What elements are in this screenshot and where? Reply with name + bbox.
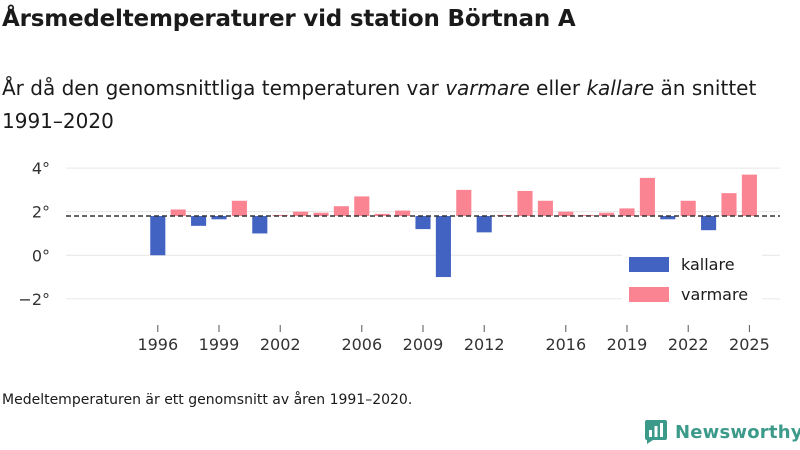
x-tick-label: 2012 (464, 335, 505, 354)
x-tick-label: 2002 (260, 335, 301, 354)
chart-title: Årsmedeltemperaturer vid station Börtnan… (2, 6, 576, 32)
x-tick-label: 2022 (668, 335, 709, 354)
x-tick-label: 1996 (137, 335, 178, 354)
bar-2015 (537, 200, 553, 217)
subtitle-part-3: än snittet 1991–2020 (2, 76, 757, 133)
legend-label-varmare: varmare (681, 285, 748, 304)
bar-2006 (354, 196, 370, 217)
y-tick-label: 2° (32, 203, 50, 222)
bar-2019 (619, 208, 635, 217)
x-tick-label: 1999 (199, 335, 240, 354)
x-tick-label: 2016 (545, 335, 586, 354)
x-tick-label: 2006 (341, 335, 382, 354)
chart-subtitle: År då den genomsnittliga temperaturen va… (2, 72, 782, 138)
subtitle-warm-word: varmare (445, 76, 530, 100)
bar-2004 (313, 212, 329, 217)
x-tick-label: 2019 (607, 335, 648, 354)
legend-swatch-kallare (629, 257, 669, 272)
bar-1997 (170, 209, 186, 217)
bar-2008 (395, 210, 411, 217)
newsworthy-logo-icon (645, 420, 667, 444)
bar-2024 (721, 193, 737, 217)
bar-2023 (701, 216, 717, 231)
bar-1999 (211, 216, 227, 220)
bar-layer (150, 174, 757, 278)
y-tick-label: 0° (32, 246, 50, 265)
bar-2003 (293, 211, 309, 217)
bar-2009 (415, 216, 431, 230)
bar-2002 (272, 214, 288, 217)
bar-2022 (680, 200, 696, 217)
y-tick-label: 4° (32, 159, 50, 178)
bar-2020 (639, 177, 655, 217)
x-tick-label: 2025 (729, 335, 770, 354)
brand-logo: Newsworthy (644, 419, 800, 445)
bar-2005 (333, 206, 349, 217)
bar-2001 (252, 216, 268, 234)
bar-2013 (497, 214, 513, 217)
y-tick-label: −2° (18, 290, 50, 309)
bar-2014 (517, 190, 533, 217)
bar-2010 (435, 216, 451, 278)
bar-2011 (456, 189, 472, 217)
bar-2007 (374, 213, 390, 217)
temperature-bar-chart: −2° 0° 2° 4° 1996 1999 2002 2006 2009 2012 2016 201… (18, 159, 780, 354)
footnote: Medeltemperaturen är ett genomsnitt av å… (2, 392, 413, 408)
legend-label-kallare: kallare (681, 255, 735, 274)
x-tick-label: 2009 (403, 335, 444, 354)
legend: kallare varmare (622, 245, 762, 305)
subtitle-cold-word: kallare (586, 76, 655, 100)
bar-1998 (191, 216, 207, 226)
bar-2021 (660, 216, 676, 220)
brand-name: Newsworthy (675, 421, 800, 443)
bar-2025 (741, 174, 757, 217)
bar-2000 (231, 200, 247, 217)
axis-layer: −2° 0° 2° 4° 1996 1999 2002 2006 2009 2012 2016 201… (18, 159, 769, 354)
subtitle-part-2: eller (529, 76, 587, 100)
bar-2012 (476, 216, 492, 233)
subtitle-part-1: År då den genomsnittliga temperaturen va… (2, 76, 446, 100)
bar-2018 (599, 212, 615, 217)
legend-swatch-varmare (629, 287, 669, 302)
bar-2016 (558, 211, 574, 217)
bar-1996 (150, 216, 166, 256)
